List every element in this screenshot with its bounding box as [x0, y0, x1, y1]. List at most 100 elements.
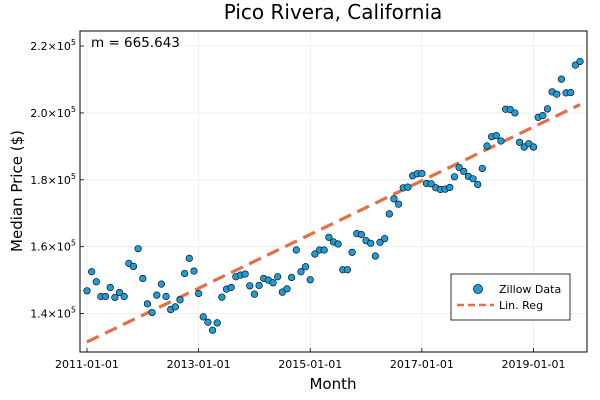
data-point [455, 163, 463, 172]
x-tick-label: 2019-01-01 [502, 358, 566, 371]
data-point [148, 308, 156, 317]
data-point [576, 57, 584, 66]
data-point [143, 300, 152, 308]
data-point [241, 270, 249, 278]
data-point [288, 273, 296, 282]
y-axis-ticks: 1.4×105 1.6×105 1.8×105 2.0×105 2.2×105 [30, 38, 84, 321]
data-point [460, 167, 468, 176]
data-point [297, 268, 305, 276]
data-point [185, 254, 193, 262]
data-point [181, 269, 189, 278]
grid-lines [80, 31, 587, 352]
data-point [557, 75, 566, 83]
data-point [306, 276, 314, 284]
data-point [269, 279, 277, 287]
data-point [385, 210, 393, 218]
data-point [553, 90, 561, 98]
data-point [227, 283, 235, 292]
data-point [311, 250, 319, 258]
data-point [218, 293, 226, 301]
y-axis-label: Median Price ($) [8, 130, 26, 252]
y-tick-label: 1.6×105 [30, 239, 76, 254]
data-point [111, 293, 119, 302]
data-point [515, 138, 524, 146]
data-point [190, 267, 198, 275]
data-point [450, 173, 459, 181]
slope-annotation: m = 665.643 [91, 35, 180, 51]
data-point [162, 292, 170, 301]
y-tick-label: 2.2×105 [30, 38, 76, 53]
legend-box [450, 273, 571, 321]
data-point [320, 246, 328, 254]
regression-line [86, 103, 581, 344]
data-point [492, 132, 500, 140]
data-point [283, 285, 291, 293]
data-point [343, 266, 352, 274]
data-point [292, 246, 300, 254]
data-point [367, 239, 375, 247]
data-point [83, 287, 91, 295]
data-point [511, 109, 519, 117]
series-marks [83, 57, 584, 344]
data-point [325, 233, 333, 241]
data-point [195, 289, 203, 298]
data-point [381, 235, 389, 243]
x-tick-label: 2017-01-01 [390, 358, 454, 371]
data-point [213, 319, 221, 327]
x-axis-label: Month [309, 375, 356, 393]
data-point [250, 290, 259, 298]
data-point [88, 268, 96, 276]
data-point [153, 291, 161, 299]
data-point [92, 278, 100, 286]
data-point [139, 274, 147, 283]
legend-label-zillow: Zillow Data [499, 283, 561, 296]
x-tick-label: 2011-01-01 [55, 358, 119, 371]
data-point [274, 273, 282, 281]
data-point [543, 105, 552, 113]
data-point [446, 183, 454, 192]
data-point [395, 200, 403, 208]
data-point [539, 111, 547, 120]
data-point [474, 180, 482, 189]
data-point [483, 142, 491, 150]
data-point [134, 245, 142, 253]
data-point [246, 282, 254, 290]
chart-title: Pico Rivera, California [224, 0, 443, 24]
data-point [129, 262, 138, 271]
legend: Zillow Data Lin. Reg [450, 273, 571, 321]
data-point [418, 169, 426, 178]
data-point [199, 313, 207, 321]
data-point [208, 326, 217, 334]
plot-frame [79, 30, 588, 353]
legend-marker-zillow [473, 284, 483, 294]
data-point [334, 240, 342, 248]
data-point [404, 183, 412, 191]
data-point [115, 288, 124, 297]
data-point [176, 296, 184, 304]
data-point [357, 231, 366, 239]
x-axis-ticks: 2011-01-01 2013-01-01 2015-01-01 2017-01-01… [55, 348, 565, 371]
data-point [567, 88, 575, 97]
data-point [376, 238, 384, 246]
legend-label-regression: Lin. Reg [499, 299, 543, 312]
data-point [101, 292, 110, 301]
y-tick-label: 1.8×105 [30, 172, 76, 187]
data-point [529, 143, 538, 151]
data-point [390, 195, 398, 203]
data-point [427, 180, 435, 188]
x-tick-label: 2013-01-01 [167, 358, 231, 371]
y-tick-label: 2.0×105 [30, 105, 76, 120]
data-point [204, 318, 212, 326]
data-point [497, 137, 505, 145]
y-tick-label: 1.4×105 [30, 306, 76, 321]
data-point [371, 252, 379, 260]
data-point [120, 292, 128, 301]
data-point [301, 263, 310, 271]
data-point [106, 283, 114, 292]
data-point [478, 164, 486, 173]
data-point [255, 281, 263, 290]
data-point [157, 280, 165, 288]
data-point [171, 303, 179, 311]
data-point [571, 61, 579, 69]
